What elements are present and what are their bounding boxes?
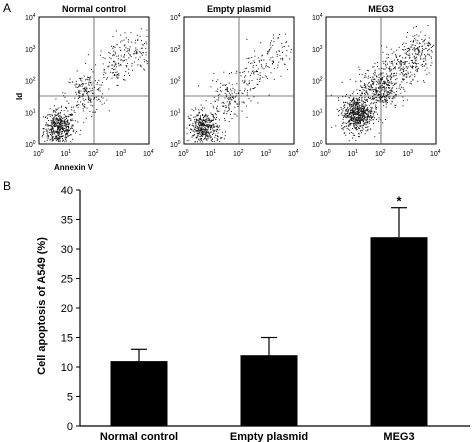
bar-category-label: Empty plasmid bbox=[230, 431, 308, 442]
bar-y-tick-label: 5 bbox=[67, 392, 73, 404]
facs-title: MEG3 bbox=[368, 4, 394, 14]
bar bbox=[110, 361, 168, 426]
facs-plot-empty-plasmid: Empty plasmid bbox=[183, 4, 295, 145]
facs-tick-label: 100 bbox=[320, 149, 331, 158]
facs-tick-label: 100 bbox=[25, 140, 36, 149]
facs-tick-label: 103 bbox=[170, 45, 181, 54]
bar-y-tick-label: 30 bbox=[61, 244, 73, 256]
bar-y-tick-label: 35 bbox=[61, 215, 73, 227]
panel-a-letter: A bbox=[3, 1, 11, 15]
facs-tick-label: 104 bbox=[143, 149, 154, 158]
facs-tick-label: 103 bbox=[116, 149, 127, 158]
facs-tick-label: 100 bbox=[178, 149, 189, 158]
facs-tick-label: 100 bbox=[312, 140, 323, 149]
bar bbox=[370, 237, 428, 426]
bar-category-label: MEG3 bbox=[383, 431, 414, 442]
facs-tick-label: 104 bbox=[170, 13, 181, 22]
bar-y-tick-label: 10 bbox=[61, 362, 73, 374]
facs-title: Empty plasmid bbox=[207, 4, 271, 14]
facs-x-axis-label: Annexin V bbox=[54, 163, 94, 172]
facs-y-axis-label: Id bbox=[15, 93, 24, 100]
facs-tick-label: 101 bbox=[170, 108, 181, 117]
bar-category-label: Normal control bbox=[100, 431, 178, 442]
facs-tick-label: 101 bbox=[348, 149, 359, 158]
facs-plot-meg3: MEG3 bbox=[325, 4, 437, 145]
bar bbox=[240, 355, 298, 426]
facs-tick-label: 104 bbox=[312, 13, 323, 22]
bar-y-axis-label: Cell apoptosis of A549 (%) bbox=[36, 237, 48, 375]
facs-dots bbox=[41, 28, 148, 143]
facs-title: Normal control bbox=[62, 4, 126, 14]
facs-tick-label: 103 bbox=[403, 149, 414, 158]
facs-tick-label: 101 bbox=[312, 108, 323, 117]
facs-dots bbox=[330, 25, 435, 142]
facs-tick-label: 101 bbox=[61, 149, 72, 158]
facs-tick-label: 103 bbox=[261, 149, 272, 158]
bar-y-tick-label: 0 bbox=[67, 421, 73, 433]
significance-marker: * bbox=[396, 194, 402, 209]
bar-y-tick-label: 25 bbox=[61, 274, 73, 286]
panel-b: B Cell apoptosis of A549 (%) 0 5 10 15 20 25 3… bbox=[3, 179, 470, 442]
facs-tick-label: 101 bbox=[206, 149, 217, 158]
facs-tick-label: 104 bbox=[25, 13, 36, 22]
facs-tick-label: 102 bbox=[88, 149, 99, 158]
facs-plot-normal-control: Normal control bbox=[38, 4, 150, 145]
facs-tick-label: 102 bbox=[25, 77, 36, 86]
panel-a: A Id Annexin V Normal control Empty plas… bbox=[3, 1, 441, 172]
facs-tick-label: 100 bbox=[33, 149, 44, 158]
facs-tick-label: 102 bbox=[312, 77, 323, 86]
facs-tick-label: 103 bbox=[25, 45, 36, 54]
bar-y-tick-label: 20 bbox=[61, 303, 73, 315]
bar-chart: 0 5 10 15 20 25 30 35 40 Normal control Empty plas… bbox=[61, 185, 470, 442]
facs-tick-label: 102 bbox=[375, 149, 386, 158]
facs-tick-labels: 100 101 102 103 104 100 101 102 103 104 100 101 102 1… bbox=[25, 13, 441, 158]
bar-y-tick-label: 15 bbox=[61, 333, 73, 345]
facs-tick-label: 100 bbox=[170, 140, 181, 149]
facs-tick-label: 103 bbox=[312, 45, 323, 54]
facs-tick-label: 102 bbox=[170, 77, 181, 86]
facs-tick-label: 104 bbox=[288, 149, 299, 158]
facs-tick-label: 104 bbox=[430, 149, 441, 158]
facs-tick-label: 101 bbox=[25, 108, 36, 117]
bar-y-tick-label: 40 bbox=[61, 185, 73, 197]
facs-tick-label: 102 bbox=[233, 149, 244, 158]
facs-dots bbox=[186, 33, 292, 143]
panel-b-letter: B bbox=[3, 179, 11, 193]
